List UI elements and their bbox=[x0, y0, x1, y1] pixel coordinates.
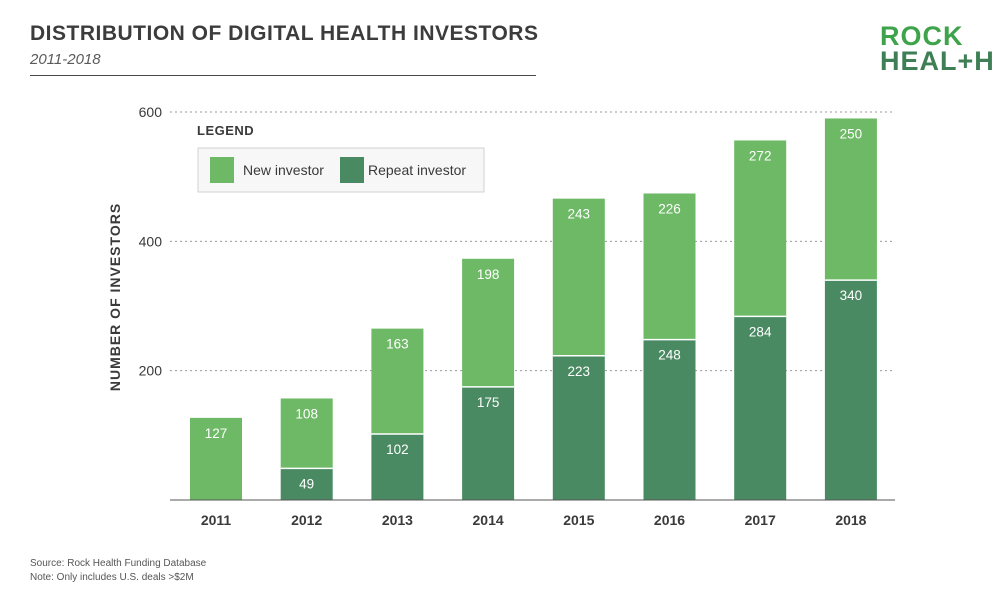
legend-title: LEGEND bbox=[197, 123, 254, 138]
x-tick-label-2018: 2018 bbox=[835, 512, 866, 528]
logo-line-2: HEAL+H bbox=[880, 46, 995, 76]
y-tick-label-200: 200 bbox=[139, 363, 163, 379]
rock-health-logo: ROCK HEAL+H bbox=[880, 21, 995, 76]
bar-repeat-2015 bbox=[552, 355, 605, 500]
data-label-new-2013: 163 bbox=[386, 337, 409, 352]
logo-line-1: ROCK bbox=[880, 21, 964, 51]
source-note: Source: Rock Health Funding Database bbox=[30, 558, 207, 569]
title-divider bbox=[30, 75, 536, 76]
x-tick-label-2017: 2017 bbox=[745, 512, 776, 528]
bar-new-2013 bbox=[371, 328, 424, 435]
bar-repeat-2018 bbox=[824, 280, 877, 500]
data-label-new-2011: 127 bbox=[205, 426, 228, 441]
bar-repeat-2012 bbox=[280, 468, 333, 500]
data-label-repeat-2017: 284 bbox=[749, 324, 772, 339]
y-tick-label-400: 400 bbox=[139, 233, 163, 249]
legend-label-repeat-investor: Repeat investor bbox=[368, 162, 466, 178]
data-label-repeat-2015: 223 bbox=[568, 364, 591, 379]
data-label-repeat-2018: 340 bbox=[840, 288, 863, 303]
bar-repeat-2014 bbox=[462, 386, 515, 500]
data-label-new-2016: 226 bbox=[658, 201, 681, 216]
bar-new-2011 bbox=[190, 417, 242, 500]
bar-repeat-2016 bbox=[643, 339, 696, 500]
data-label-repeat-2012: 49 bbox=[299, 476, 314, 491]
legend-swatch-repeat-investor bbox=[340, 157, 364, 183]
bar-new-2017 bbox=[734, 140, 787, 317]
data-label-repeat-2013: 102 bbox=[386, 442, 409, 457]
footer-notes: Source: Rock Health Funding Database Not… bbox=[30, 557, 206, 585]
y-tick-label-600: 600 bbox=[139, 104, 163, 120]
x-tick-label-2016: 2016 bbox=[654, 512, 685, 528]
bar-new-2015 bbox=[552, 198, 605, 356]
bar-new-2012 bbox=[280, 398, 333, 469]
bar-repeat-2017 bbox=[734, 316, 787, 500]
chart-subtitle: 2011-2018 bbox=[30, 51, 101, 68]
data-label-repeat-2016: 248 bbox=[658, 348, 681, 363]
data-label-new-2012: 108 bbox=[295, 406, 318, 421]
data-label-repeat-2014: 175 bbox=[477, 395, 500, 410]
deal-size-note: Note: Only includes U.S. deals >$2M bbox=[30, 572, 194, 583]
data-label-new-2014: 198 bbox=[477, 267, 500, 282]
x-tick-label-2013: 2013 bbox=[382, 512, 413, 528]
bar-new-2016 bbox=[643, 193, 696, 340]
data-label-new-2018: 250 bbox=[840, 126, 863, 141]
bar-new-2018 bbox=[824, 118, 877, 281]
data-label-new-2017: 272 bbox=[749, 148, 772, 163]
x-tick-label-2011: 2011 bbox=[201, 512, 232, 528]
data-label-new-2015: 243 bbox=[568, 207, 591, 222]
x-tick-label-2015: 2015 bbox=[563, 512, 594, 528]
legend-label-new-investor: New investor bbox=[243, 162, 324, 178]
x-tick-label-2014: 2014 bbox=[473, 512, 504, 528]
bar-new-2014 bbox=[462, 258, 515, 387]
x-tick-label-2012: 2012 bbox=[291, 512, 322, 528]
chart-title: DISTRIBUTION OF DIGITAL HEALTH INVESTORS bbox=[30, 22, 539, 45]
y-axis-label: NUMBER OF INVESTORS bbox=[107, 203, 123, 391]
legend-swatch-new-investor bbox=[210, 157, 234, 183]
bar-repeat-2013 bbox=[371, 434, 424, 500]
